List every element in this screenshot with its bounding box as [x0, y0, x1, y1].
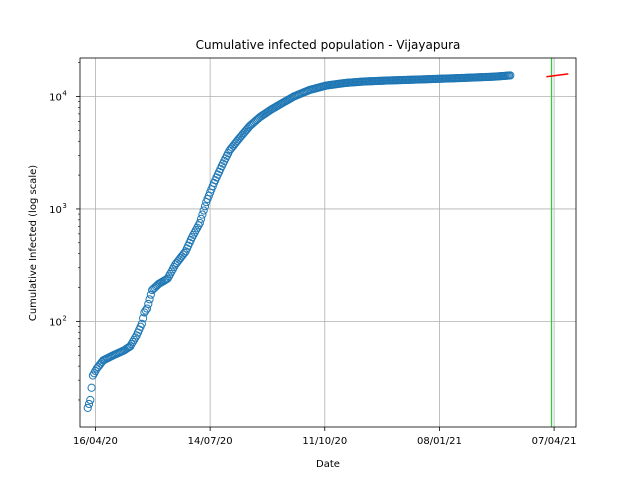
data-point	[88, 371, 97, 380]
data-point	[142, 304, 152, 313]
data-point	[130, 335, 139, 344]
x-tick-label: 11/10/20	[302, 436, 347, 447]
data-point	[195, 218, 204, 228]
data-point	[84, 399, 94, 409]
y-axis-label: Cumulative Infected (log scale)	[28, 165, 39, 321]
y-tick-label: 104	[49, 90, 67, 104]
x-tick-label: 08/01/21	[417, 436, 462, 447]
data-points	[83, 58, 569, 427]
data-point	[127, 340, 136, 349]
data-point	[83, 403, 92, 413]
data-point	[126, 342, 135, 351]
y-tick-exponent: 4	[62, 90, 67, 98]
y-tick-exponent: 3	[62, 202, 66, 210]
x-tick-label: 14/07/20	[188, 436, 233, 447]
data-point	[139, 314, 148, 323]
y-tick-exponent: 2	[62, 314, 66, 322]
data-point	[90, 369, 99, 378]
grid-lines	[80, 58, 576, 427]
data-point	[145, 295, 154, 304]
data-point	[180, 248, 189, 258]
data-point	[506, 71, 515, 80]
data-point	[87, 383, 96, 392]
data-point	[198, 210, 207, 219]
y-tick-label: 102	[49, 314, 67, 328]
data-point	[200, 202, 210, 211]
data-point	[144, 299, 153, 309]
y-tick-label: 103	[49, 202, 67, 216]
data-point	[199, 206, 208, 215]
data-point	[137, 319, 146, 328]
fit-line	[546, 73, 569, 78]
x-tick-label: 16/04/20	[73, 436, 118, 447]
x-tick-label: 07/04/21	[532, 436, 577, 447]
data-point	[197, 214, 206, 223]
data-point	[131, 333, 140, 342]
data-point	[86, 395, 95, 405]
chart-title: Cumulative infected population - Vijayap…	[196, 38, 461, 52]
y-axis-ticks: 102 103 104	[49, 62, 80, 401]
x-axis-label: Date	[316, 459, 340, 470]
plot-frame	[79, 57, 577, 428]
data-point	[128, 337, 137, 347]
x-axis-ticks: 16/04/20 14/07/20 11/10/20 08/01/21 07/04/21	[73, 427, 577, 447]
